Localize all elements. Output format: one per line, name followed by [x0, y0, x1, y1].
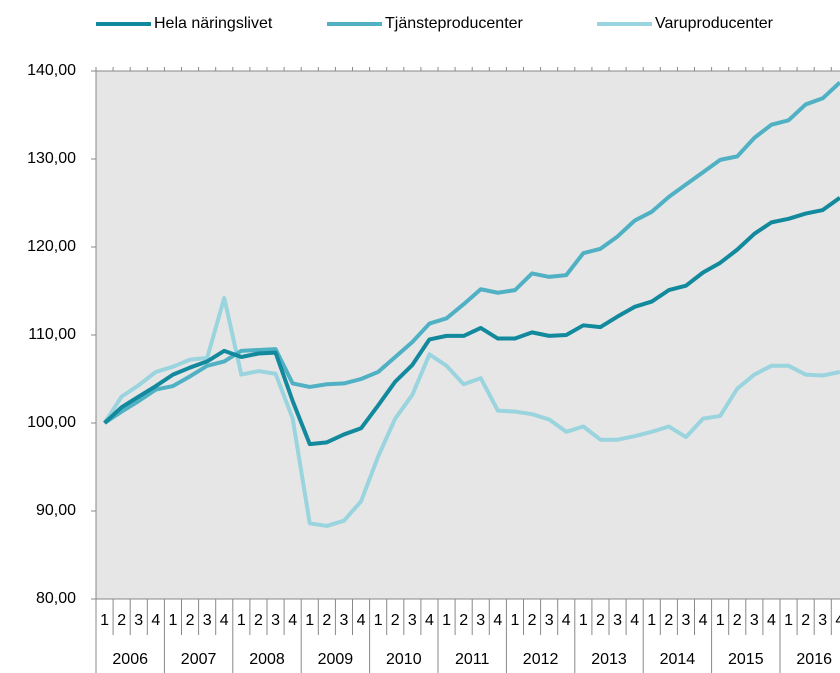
x-tick-label: 4	[835, 612, 840, 629]
y-tick-label: 140,00	[27, 62, 76, 79]
x-tick-label: 3	[681, 612, 690, 629]
x-tick-label: 4	[493, 612, 502, 629]
x-tick-label: 1	[100, 612, 109, 629]
x-tick-label: 1	[168, 612, 177, 629]
x-tick-label: 1	[510, 612, 519, 629]
x-tick-label: 2	[528, 612, 537, 629]
x-tick-label: 1	[716, 612, 725, 629]
year-label: 2006	[112, 651, 148, 668]
x-tick-label: 4	[425, 612, 434, 629]
x-tick-label: 2	[117, 612, 126, 629]
x-tick-label: 2	[391, 612, 400, 629]
x-tick-label: 2	[459, 612, 468, 629]
year-label: 2013	[591, 651, 627, 668]
y-tick-label: 120,00	[27, 238, 76, 255]
year-label: 2015	[728, 651, 764, 668]
x-tick-label: 3	[750, 612, 759, 629]
y-tick-label: 110,00	[28, 326, 76, 343]
x-tick-label: 3	[818, 612, 827, 629]
x-tick-label: 2	[596, 612, 605, 629]
year-label: 2016	[796, 651, 832, 668]
x-tick-label: 1	[305, 612, 314, 629]
x-tick-label: 1	[374, 612, 383, 629]
year-label: 2014	[660, 651, 696, 668]
x-tick-label: 4	[151, 612, 160, 629]
series-line	[102, 296, 840, 528]
x-tick-label: 2	[254, 612, 263, 629]
series-line	[103, 80, 840, 425]
x-tick-label: 2	[186, 612, 195, 629]
x-tick-label: 2	[801, 612, 810, 629]
x-tick-label: 4	[288, 612, 297, 629]
year-label: 2007	[181, 651, 217, 668]
x-tick-label: 3	[613, 612, 622, 629]
year-label: 2010	[386, 651, 422, 668]
year-label: 2008	[249, 651, 285, 668]
x-tick-label: 4	[630, 612, 639, 629]
x-tick-label: 1	[442, 612, 451, 629]
x-tick-label: 2	[322, 612, 331, 629]
x-tick-label: 4	[562, 612, 571, 629]
legend-label: Tjänsteproducenter	[385, 15, 524, 32]
legend-label: Hela näringslivet	[154, 15, 273, 32]
x-tick-label: 3	[408, 612, 417, 629]
x-tick-label: 3	[134, 612, 143, 629]
x-tick-label: 1	[579, 612, 588, 629]
y-tick-label: 100,00	[27, 414, 76, 431]
x-tick-label: 2	[733, 612, 742, 629]
x-tick-label: 2	[664, 612, 673, 629]
year-label: 2009	[318, 651, 354, 668]
x-tick-label: 1	[237, 612, 246, 629]
x-tick-label: 4	[220, 612, 229, 629]
legend-label: Varuproducenter	[655, 15, 774, 32]
y-tick-label: 130,00	[27, 150, 76, 167]
y-tick-label: 80,00	[36, 590, 76, 607]
x-tick-label: 1	[784, 612, 793, 629]
y-tick-label: 90,00	[36, 502, 76, 519]
x-tick-label: 4	[699, 612, 708, 629]
year-label: 2011	[455, 651, 490, 668]
x-tick-label: 3	[545, 612, 554, 629]
series-line	[103, 196, 840, 447]
x-tick-label: 3	[203, 612, 212, 629]
x-tick-label: 3	[476, 612, 485, 629]
x-tick-label: 1	[647, 612, 656, 629]
x-tick-label: 3	[271, 612, 280, 629]
x-tick-label: 3	[339, 612, 348, 629]
x-tick-label: 4	[767, 612, 776, 629]
x-tick-label: 4	[357, 612, 366, 629]
year-label: 2012	[523, 651, 559, 668]
